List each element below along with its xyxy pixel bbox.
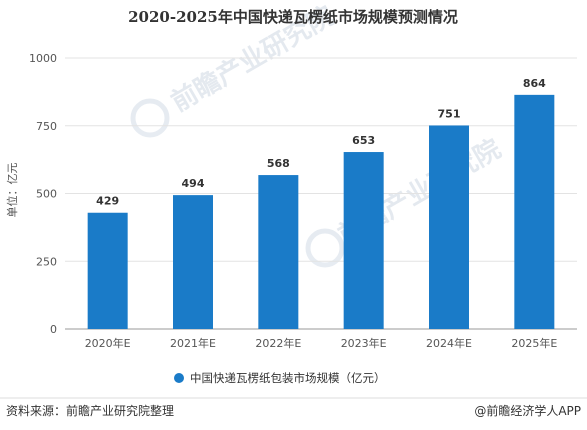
- footer-source: 资料来源：前瞻产业研究院整理: [6, 403, 174, 418]
- y-tick-label: 1000: [29, 52, 57, 65]
- bar: [87, 212, 128, 329]
- bar: [173, 195, 213, 329]
- footer-brand: @前瞻经济学人APP: [474, 403, 581, 418]
- y-tick-label: 250: [36, 255, 57, 268]
- value-labels: 429 494 568 653 751 864: [96, 77, 546, 208]
- bar: [258, 175, 299, 329]
- value-label: 429: [96, 195, 119, 208]
- x-tick-label: 2021年E: [170, 336, 216, 350]
- x-tick-labels: 2020年E 2021年E 2022年E 2023年E 2024年E 2025年E: [85, 336, 558, 350]
- y-axis-label: 单位：亿元: [5, 163, 19, 218]
- value-label: 568: [267, 157, 290, 170]
- legend-marker: [174, 373, 184, 383]
- y-tick-label: 0: [50, 323, 57, 336]
- legend-label: 中国快递瓦楞纸包装市场规模（亿元）: [190, 371, 386, 385]
- bar: [343, 152, 384, 329]
- value-label: 864: [523, 77, 546, 90]
- bar: [514, 94, 555, 329]
- x-tick-label: 2024年E: [426, 336, 472, 350]
- y-tick-label: 750: [36, 120, 57, 133]
- x-tick-label: 2020年E: [85, 336, 131, 350]
- value-label: 494: [182, 177, 205, 190]
- x-tick-label: 2023年E: [341, 336, 387, 350]
- value-label: 751: [438, 107, 461, 120]
- bar: [429, 125, 469, 329]
- x-tick-label: 2022年E: [255, 336, 301, 350]
- legend: 中国快递瓦楞纸包装市场规模（亿元）: [174, 371, 386, 385]
- bars: [87, 94, 555, 329]
- watermark-logo-1: [130, 98, 170, 138]
- y-tick-label: 500: [36, 188, 57, 201]
- watermark-logo-2: [305, 228, 345, 268]
- value-label: 653: [352, 134, 375, 147]
- grid-lines: [65, 57, 577, 330]
- x-tick-label: 2025年E: [511, 336, 557, 350]
- y-tick-labels: 0 250 500 750 1000: [29, 52, 57, 336]
- chart-title: 2020-2025年中国快递瓦楞纸市场规模预测情况: [128, 8, 458, 26]
